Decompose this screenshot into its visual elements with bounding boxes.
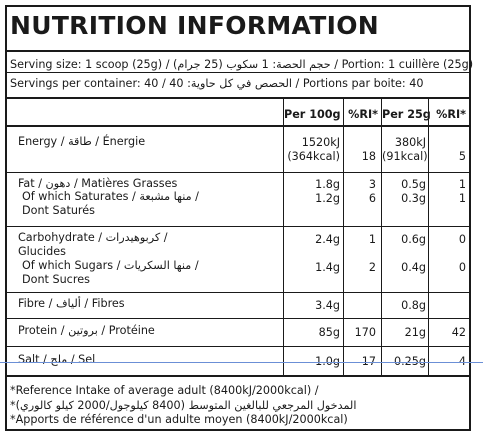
nutrition-panel: [5, 5, 471, 431]
saturates-label: Of which Saturates / منها مشبعة /: [22, 190, 199, 203]
col-divider-2: [343, 99, 344, 375]
header-per-25g: Per 25g: [382, 108, 431, 121]
col-divider-1: [283, 99, 284, 375]
fat-per25: 0.5g: [401, 178, 426, 191]
header-ri-2: %RI*: [436, 108, 466, 121]
carbohydrate-ri-1: 1: [368, 233, 376, 246]
saturates-ri-1: 6: [368, 192, 376, 205]
saturates-ri-2: 1: [458, 192, 466, 205]
rule-fibre: [5, 318, 471, 319]
saturates-label-fr: Dont Saturés: [22, 204, 95, 217]
fibre-label: Fibre / ألياف / Fibres: [18, 297, 125, 310]
sugars-label: Of which Sugars / منها السكريات /: [22, 259, 199, 272]
rule-energy: [5, 172, 471, 173]
carbohydrate-per25: 0.6g: [401, 233, 426, 246]
serving-size: Serving size: 1 scoop (25g) / حجم الحصة:…: [10, 58, 474, 71]
footnote-en: *Reference Intake of average adult (8400…: [10, 384, 319, 397]
header-ri-1: %RI*: [348, 108, 378, 121]
protein-ri-2: 42: [451, 326, 466, 339]
rule-serving: [5, 72, 471, 73]
rule-fat: [5, 226, 471, 227]
energy-per100-kcal: (364kcal): [287, 150, 340, 163]
rule-title: [5, 50, 471, 52]
energy-ri-1: 18: [361, 150, 376, 163]
energy-ri-2: 5: [458, 150, 466, 163]
carbohydrate-ri-2: 0: [458, 233, 466, 246]
servings-per-container: Servings per container: 40 / الحصص في كل…: [10, 77, 424, 90]
sugars-per100: 1.4g: [315, 261, 340, 274]
energy-per25-kcal: (91kcal): [382, 150, 428, 163]
fibre-per25: 0.8g: [401, 299, 426, 312]
rule-protein: [5, 346, 471, 347]
footnote-fr: *Apports de référence d'un adulte moyen …: [10, 413, 348, 426]
fat-ri-1: 3: [368, 178, 376, 191]
carbohydrate-label-fr: Glucides: [18, 245, 66, 258]
protein-label: Protein / بروتين / Protéine: [18, 324, 155, 337]
carbohydrate-per100: 2.4g: [315, 233, 340, 246]
rule-servings: [5, 97, 471, 99]
energy-per25-kj: 380kJ: [394, 136, 426, 149]
fat-label: Fat / دهون / Matières Grasses: [18, 177, 178, 190]
protein-per25: 21g: [404, 326, 426, 339]
salt-per25: 0.25g: [393, 355, 426, 368]
salt-label: Salt / ملح / Sel: [18, 353, 96, 366]
carbohydrate-label: Carbohydrate / كربوهيدرات /: [18, 231, 168, 244]
saturates-per100: 1.2g: [315, 192, 340, 205]
fat-per100: 1.8g: [315, 178, 340, 191]
rule-salt: [5, 375, 471, 377]
protein-ri-1: 170: [354, 326, 376, 339]
sugars-label-fr: Dont Sucres: [22, 273, 90, 286]
header-per-100g: Per 100g: [284, 108, 341, 121]
fibre-per100: 3.4g: [315, 299, 340, 312]
saturates-per25: 0.3g: [401, 192, 426, 205]
energy-per100-kj: 1520kJ: [301, 136, 340, 149]
salt-ri-2: 4: [429, 355, 466, 369]
sugars-per25: 0.4g: [401, 261, 426, 274]
salt-ri-1: 17: [361, 355, 376, 368]
sugars-ri-1: 2: [368, 261, 376, 274]
rule-carb: [5, 292, 471, 293]
protein-per100: 85g: [318, 326, 340, 339]
overlay-guide-line: [0, 362, 483, 363]
footnote-ar: *المدخول المرجعي للبالغين المتوسط (8400 …: [10, 399, 357, 412]
energy-label: Energy / طاقة / Énergie: [18, 135, 146, 148]
fat-ri-2: 1: [458, 178, 466, 191]
sugars-ri-2: 0: [458, 261, 466, 274]
col-divider-4: [428, 99, 429, 375]
panel-title: NUTRITION INFORMATION: [10, 11, 379, 40]
salt-per100: 1.0g: [315, 355, 340, 368]
rule-header: [5, 125, 471, 127]
col-divider-3: [381, 99, 382, 375]
